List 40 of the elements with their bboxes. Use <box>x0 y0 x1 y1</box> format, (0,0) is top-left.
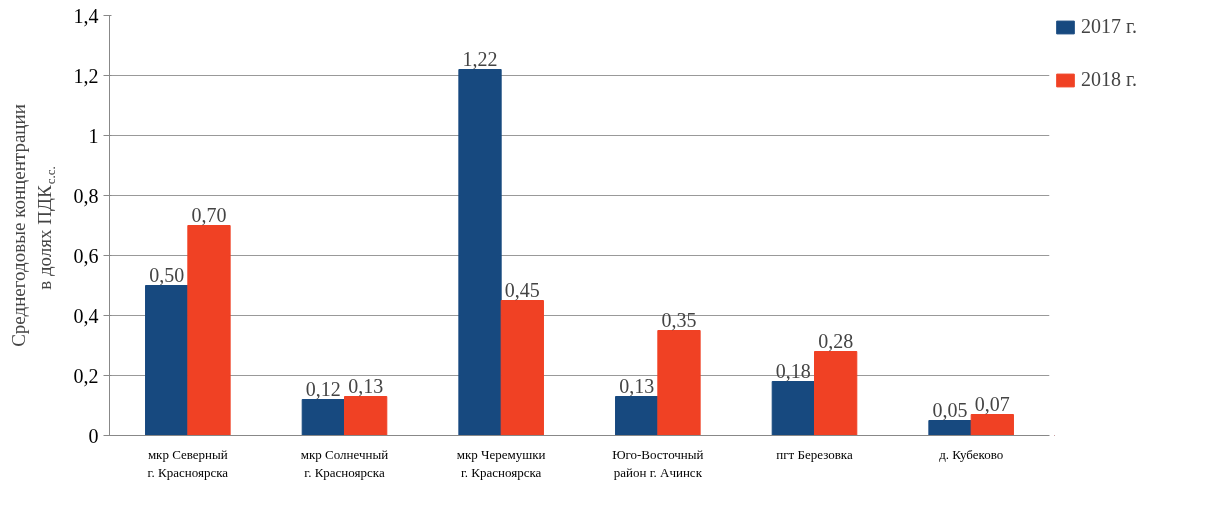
bar <box>970 414 1014 436</box>
y-tick-label: 0,2 <box>73 364 99 387</box>
data-label: 0,07 <box>974 392 1010 415</box>
y-tick-label: 1,2 <box>73 64 99 87</box>
y-tick-label: 0,8 <box>73 184 99 207</box>
x-tick-label: мкр Черемушки г. Красноярска <box>456 446 546 480</box>
x-tick-label: Юго-Восточный район г. Ачинск <box>612 446 704 480</box>
data-label: 0,28 <box>818 329 854 352</box>
bar <box>928 420 972 436</box>
bar <box>187 225 231 436</box>
bar <box>814 351 858 436</box>
legend-label: 2017 г. <box>1081 15 1137 38</box>
data-label: 0,13 <box>619 374 655 397</box>
y-tick-label: 1 <box>88 124 99 147</box>
data-label: 0,50 <box>149 263 185 286</box>
bar <box>615 396 659 436</box>
x-tick-label: д. Кубеково <box>939 446 1004 462</box>
bar <box>344 396 388 436</box>
data-label: 1,22 <box>462 47 498 70</box>
x-tick-label: мкр Солнечный г. Красноярска <box>300 446 389 480</box>
data-label: 0,18 <box>775 359 811 382</box>
data-label: 0,13 <box>348 374 384 397</box>
x-tick-label: мкр Северный г. Красноярска <box>147 446 229 480</box>
data-label: 0,12 <box>305 377 341 400</box>
data-label: 0,45 <box>504 278 540 301</box>
data-label: 0,05 <box>932 398 968 421</box>
bar <box>657 330 701 436</box>
legend-label: 2018 г. <box>1081 68 1137 91</box>
bar <box>301 399 345 436</box>
bar <box>500 300 544 436</box>
y-tick-label: 0,6 <box>73 244 99 267</box>
bar <box>458 69 502 436</box>
y-tick-label: 0,4 <box>73 304 99 327</box>
y-tick-label: 1,4 <box>73 4 99 27</box>
bar <box>771 381 815 436</box>
data-label: 0,70 <box>191 203 227 226</box>
bar <box>145 285 189 436</box>
data-label: 0,35 <box>661 308 697 331</box>
x-tick-label: пгт Березовка <box>776 446 853 462</box>
y-tick-label: 0 <box>88 424 99 447</box>
